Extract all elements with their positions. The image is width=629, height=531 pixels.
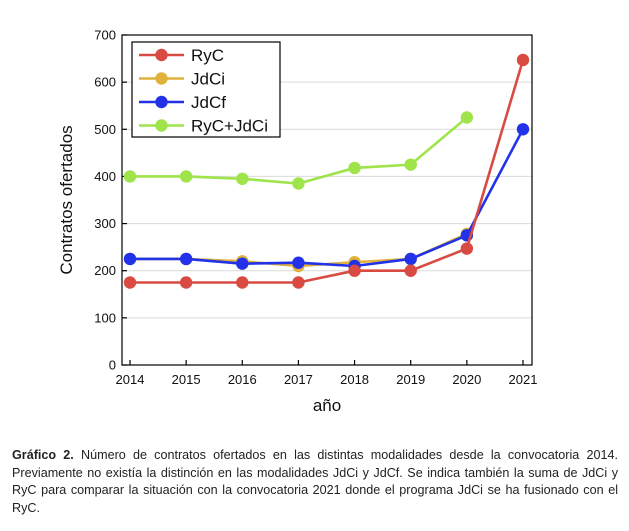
y-axis: 0 100 200 300 400 500 600 700 [94,28,127,373]
data-point [404,252,417,266]
data-point [292,276,305,289]
data-point [123,276,137,289]
x-axis-label: año [313,396,341,415]
legend-label: RyC [191,46,224,65]
caption-label: Gráfico 2. [12,448,74,462]
y-tick-label: 100 [94,310,116,325]
legend-label: JdCf [191,93,226,112]
y-tick-label: 700 [94,28,116,43]
x-tick-label: 2019 [396,372,425,387]
data-point [292,177,305,190]
data-point [404,264,417,277]
series-line [130,128,525,268]
x-tick-label: 2017 [284,372,313,387]
x-tick-label: 2014 [116,372,145,387]
data-point [404,158,417,171]
data-point [236,257,249,270]
data-point [179,170,193,183]
series-line [130,59,525,284]
legend-swatch-marker [155,72,168,85]
x-tick-label: 2020 [452,372,481,387]
data-point [179,252,193,266]
y-tick-label: 500 [94,122,116,137]
data-point [516,123,530,136]
legend: RyC JdCi JdCf RyC+JdCi [131,41,281,138]
data-point [516,53,530,67]
x-tick-label: 2021 [509,372,538,387]
data-point [348,161,361,175]
figure-caption: Gráfico 2. Número de contratos ofertados… [12,447,618,517]
legend-label: RyC+JdCi [191,117,268,136]
legend-label: JdCi [191,70,225,89]
x-tick-label: 2015 [172,372,201,387]
data-point [292,256,305,269]
legend-swatch-marker [155,48,168,62]
series-group [123,53,530,289]
data-point [179,276,193,289]
x-axis: 2014 2015 2016 2017 2018 2019 2020 2021 [116,360,538,387]
y-tick-label: 200 [94,263,116,278]
y-tick-label: 600 [94,75,116,90]
plot-frame [121,34,533,366]
y-axis-label: Contratos ofertados [57,125,76,274]
data-point [123,170,137,183]
y-tick-label: 0 [109,358,116,373]
data-point [348,264,361,277]
legend-swatch-marker [155,95,168,109]
x-tick-label: 2018 [340,372,369,387]
legend-swatch-marker [155,119,168,132]
data-point [236,276,249,289]
data-point [460,242,474,255]
data-point [460,111,474,124]
x-tick-label: 2016 [228,372,257,387]
caption-text: Número de contratos ofertados en las dis… [12,448,618,515]
y-tick-label: 300 [94,216,116,231]
data-point [123,252,137,266]
y-tick-label: 400 [94,169,116,184]
data-point [236,172,249,185]
